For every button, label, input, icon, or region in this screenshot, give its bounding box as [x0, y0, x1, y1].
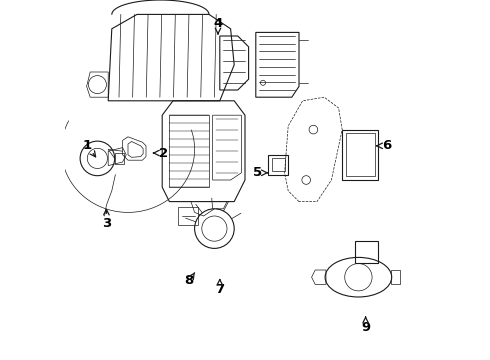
Text: 9: 9: [361, 321, 370, 334]
Text: 4: 4: [213, 17, 222, 30]
Text: 3: 3: [102, 217, 111, 230]
Bar: [355, 241, 378, 263]
Bar: [115, 153, 123, 164]
Text: 5: 5: [253, 166, 262, 179]
Text: 1: 1: [83, 139, 92, 152]
Text: 7: 7: [215, 283, 224, 296]
Text: 2: 2: [159, 147, 169, 159]
Bar: [391, 270, 400, 284]
Text: 6: 6: [383, 139, 392, 152]
Text: 8: 8: [185, 274, 194, 287]
